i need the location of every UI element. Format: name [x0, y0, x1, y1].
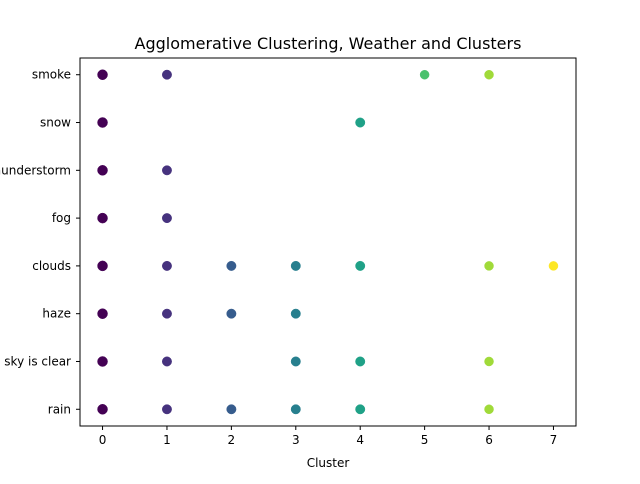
data-point — [290, 404, 301, 415]
data-point — [226, 260, 237, 271]
plot-area: 0 1 2 3 4 5 6 7 rain sky is clear haze clouds fog thu… — [0, 57, 577, 447]
data-point — [97, 404, 108, 415]
data-point — [97, 165, 108, 176]
data-point — [97, 212, 108, 224]
data-point — [162, 356, 172, 367]
y-tick-label: sky is clear — [4, 354, 71, 368]
x-tick-label: 0 — [99, 433, 107, 447]
data-point — [162, 404, 172, 415]
x-tick-label: 1 — [163, 433, 171, 447]
data-point — [484, 404, 494, 415]
x-tick-label: 6 — [485, 433, 493, 447]
data-point — [290, 308, 301, 319]
data-point — [162, 165, 172, 176]
x-tick-label: 3 — [292, 433, 300, 447]
data-point — [97, 260, 108, 272]
data-point — [97, 117, 108, 128]
data-point — [355, 260, 366, 271]
data-point — [290, 356, 301, 367]
data-point — [162, 308, 172, 319]
data-point — [162, 213, 172, 224]
y-tick-label: snow — [40, 116, 71, 130]
data-point — [162, 69, 172, 80]
data-point — [484, 261, 494, 271]
data-point — [355, 117, 366, 128]
x-tick-label: 7 — [550, 433, 558, 447]
y-tick-label: fog — [52, 211, 71, 225]
x-axis-label: Cluster — [307, 456, 350, 470]
data-point — [355, 404, 366, 415]
plot-frame — [79, 57, 577, 427]
data-point — [226, 404, 237, 415]
y-tick-label: thunderstorm — [0, 163, 71, 177]
data-point — [97, 308, 108, 319]
y-tick-label: haze — [42, 307, 71, 321]
data-point — [226, 308, 237, 319]
x-tick-label: 5 — [421, 433, 429, 447]
x-tick-label: 2 — [228, 433, 236, 447]
data-point — [484, 356, 494, 367]
data-point — [97, 69, 108, 80]
y-tick-label: clouds — [32, 259, 71, 273]
data-point — [548, 261, 559, 271]
data-point — [290, 260, 301, 271]
y-tick-label: smoke — [32, 68, 71, 82]
y-tick-label: rain — [48, 402, 71, 416]
data-point — [162, 260, 172, 271]
data-point — [97, 356, 108, 367]
data-point — [355, 356, 366, 367]
data-point — [484, 69, 494, 80]
data-point — [419, 69, 430, 80]
x-tick-label: 4 — [356, 433, 364, 447]
chart-title: Agglomerative Clustering, Weather and Cl… — [135, 34, 522, 53]
